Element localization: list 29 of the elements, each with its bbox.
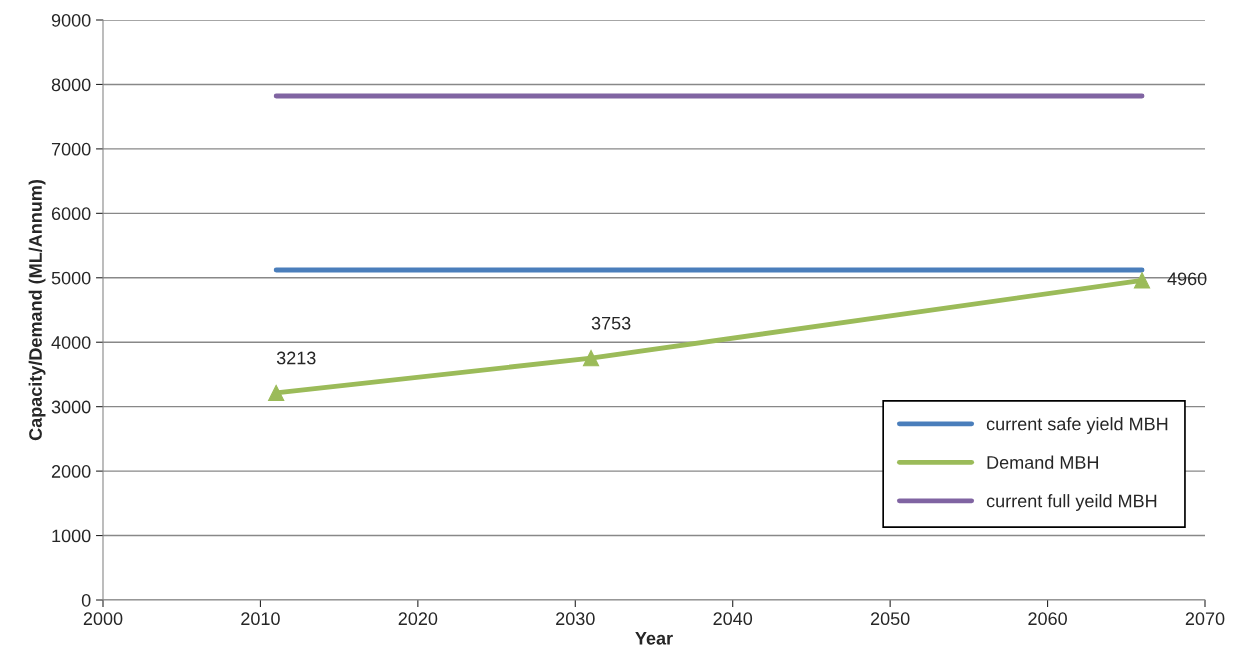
y-tick-label: 6000 — [51, 207, 91, 221]
x-axis-title: Year — [635, 632, 673, 645]
legend-label: current full yeild MBH — [986, 494, 1157, 511]
point — [268, 384, 285, 402]
y-tick-label: 3000 — [51, 400, 91, 414]
y-tick-label: 2000 — [51, 465, 91, 478]
legend-label: current safe yield MBH — [986, 417, 1168, 434]
y-tick-label: 9000 — [51, 13, 91, 27]
point — [1133, 272, 1151, 289]
data-label: 3753 — [591, 316, 631, 330]
y-tick-label: 5000 — [51, 271, 91, 285]
y-axis-title: Capacity/Demand (ML/Annum) — [28, 179, 46, 441]
x-tick-label: 2060 — [1028, 612, 1067, 626]
y-tick-label: 7000 — [51, 142, 91, 156]
x-tick-label: 2070 — [1185, 612, 1225, 626]
x-tick-label: 2030 — [556, 612, 595, 626]
x-tick-label: 2010 — [241, 612, 280, 626]
x-tick-label: 2020 — [398, 612, 438, 626]
x-tick-label: 2040 — [713, 612, 753, 626]
x-tick-label: 2000 — [83, 612, 123, 626]
y-tick-label: 4000 — [51, 336, 91, 349]
x-tick-label: 2050 — [870, 612, 910, 626]
y-tick-label: 0 — [81, 593, 91, 607]
y-tick-label: 8000 — [51, 78, 91, 92]
y-tick-label: 1000 — [52, 529, 91, 543]
legend-label: Demand MBH — [987, 455, 1098, 469]
data-label: 3213 — [276, 351, 316, 365]
point — [582, 349, 600, 367]
data-label: 4960 — [1167, 272, 1207, 286]
